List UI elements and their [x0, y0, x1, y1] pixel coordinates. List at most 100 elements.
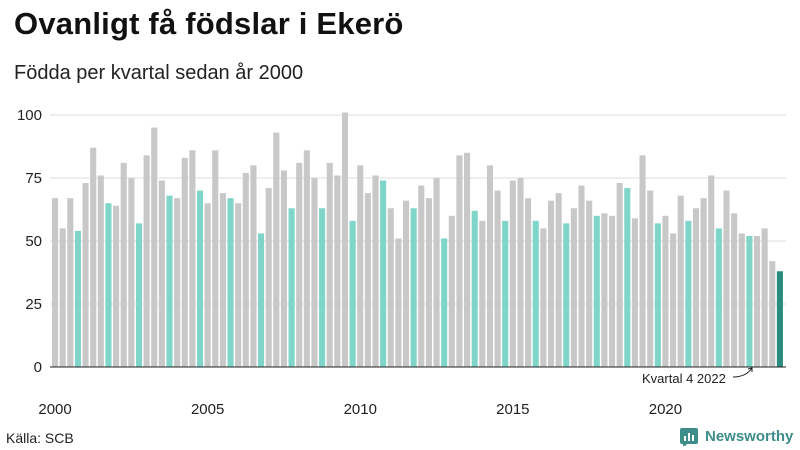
bar — [639, 155, 646, 367]
newsworthy-logo-icon — [680, 428, 698, 446]
bar — [540, 228, 547, 367]
y-tick-label: 50 — [25, 233, 42, 250]
bar — [753, 235, 761, 367]
annotation-label: Kvartal 4 2022 — [642, 371, 726, 386]
bar — [647, 190, 654, 367]
bar — [288, 208, 295, 367]
bar — [135, 223, 143, 367]
bars — [52, 112, 783, 367]
bar — [715, 228, 722, 367]
bar — [685, 220, 692, 367]
bar — [654, 223, 661, 367]
bar — [90, 147, 97, 367]
x-tick-label: 2005 — [191, 401, 224, 418]
y-tick-label: 25 — [25, 296, 42, 313]
bar — [502, 220, 509, 367]
bar — [273, 132, 280, 367]
bar — [334, 175, 341, 367]
bar — [97, 175, 104, 367]
bar — [746, 235, 753, 367]
bar — [303, 150, 310, 367]
brand-name: Newsworthy — [705, 427, 794, 445]
x-axis: 2000 2005 2010 2015 2020 — [38, 366, 786, 418]
y-tick-label: 100 — [17, 107, 42, 124]
bar — [235, 203, 242, 367]
bar — [59, 228, 66, 367]
bar — [120, 162, 127, 367]
annotation: Kvartal 4 2022 — [642, 367, 753, 386]
bar — [486, 165, 494, 367]
bar — [280, 170, 287, 367]
bar — [258, 233, 265, 367]
bar — [425, 198, 432, 367]
brand-logo: Newsworthy — [680, 426, 793, 446]
annotation-arrowhead — [747, 367, 753, 372]
bar — [319, 208, 326, 367]
bar — [608, 215, 616, 367]
bar — [479, 220, 486, 367]
bar — [67, 198, 74, 367]
bar — [631, 218, 638, 367]
source-credit: Källa: SCB — [6, 430, 74, 446]
bar — [677, 195, 684, 367]
bar — [731, 213, 738, 367]
bar — [212, 150, 219, 367]
bar — [250, 165, 257, 367]
bar — [326, 162, 333, 367]
bar — [723, 190, 730, 367]
bar — [547, 200, 555, 367]
bar — [662, 215, 669, 367]
bar — [341, 112, 349, 367]
bar — [219, 193, 226, 367]
bar — [349, 220, 356, 367]
bar — [82, 183, 89, 367]
bar — [364, 193, 371, 367]
bar — [296, 162, 303, 367]
bar — [151, 127, 158, 367]
x-tick-label: 2010 — [344, 401, 377, 418]
y-tick-label: 75 — [25, 170, 42, 187]
bar — [395, 238, 402, 367]
bar — [158, 180, 165, 367]
bar — [402, 200, 410, 367]
bar — [494, 190, 501, 367]
bar — [616, 183, 623, 367]
bar — [525, 198, 532, 367]
bar — [181, 157, 188, 367]
y-tick-label: 0 — [34, 359, 42, 376]
bar — [586, 200, 593, 367]
bar — [563, 223, 570, 367]
bar — [128, 178, 135, 367]
bar — [555, 193, 562, 367]
bar — [570, 208, 577, 367]
bar — [410, 208, 417, 367]
bar — [776, 271, 783, 367]
bar — [624, 188, 631, 367]
bar — [708, 175, 715, 367]
bar — [174, 198, 181, 367]
bar — [601, 213, 608, 367]
bar — [769, 261, 776, 367]
bar — [418, 185, 425, 367]
bar — [700, 198, 707, 367]
bar — [113, 205, 120, 367]
bar — [196, 190, 204, 367]
annotation-arrow — [732, 367, 753, 378]
bar — [242, 172, 249, 367]
x-tick-label: 2020 — [649, 401, 682, 418]
bar — [471, 210, 478, 367]
bar — [387, 208, 394, 367]
bar — [52, 198, 59, 367]
bar — [143, 155, 150, 367]
y-axis: 0 25 50 75 100 — [17, 107, 42, 376]
chart-subtitle: Födda per kvartal sedan år 2000 — [14, 62, 304, 84]
bar — [433, 178, 440, 367]
bar — [74, 230, 81, 367]
bar — [692, 208, 700, 367]
chart-title: Ovanligt få födslar i Ekerö — [14, 6, 404, 41]
bar — [105, 203, 112, 367]
x-tick-label: 2015 — [496, 401, 529, 418]
x-tick-label: 2000 — [38, 401, 71, 418]
bar — [509, 180, 516, 367]
